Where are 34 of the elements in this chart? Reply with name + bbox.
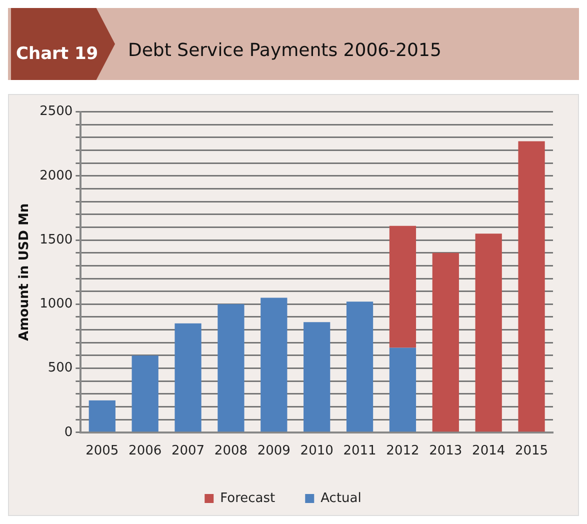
bar (88, 400, 116, 432)
caption: Chart 19 (16, 44, 98, 64)
y-tick-label: 1500 (40, 232, 73, 248)
x-tick-label: 2015 (514, 444, 548, 459)
bar (346, 302, 374, 432)
x-tick-label: 2006 (128, 444, 162, 459)
y-axis-title: Amount in USD Mn (17, 203, 32, 341)
bar (389, 348, 416, 432)
bar (432, 252, 459, 432)
x-tick-label: 2013 (429, 444, 462, 459)
x-tick-label: 2011 (343, 444, 376, 459)
x-tick-label: 2014 (472, 444, 506, 459)
bar (218, 304, 244, 432)
legend-label: Actual (320, 490, 362, 506)
bar (389, 226, 416, 348)
y-tick-label: 500 (48, 360, 73, 376)
bar (304, 322, 330, 432)
x-tick-label: 2008 (214, 444, 248, 459)
bar (518, 141, 545, 432)
bar (260, 298, 288, 432)
legend-label: Forecast (220, 490, 276, 506)
bar (132, 355, 158, 432)
x-tick-label: 2009 (257, 444, 290, 459)
bar (174, 323, 202, 432)
bar (475, 234, 502, 432)
x-tick-label: 2010 (300, 444, 334, 459)
y-tick-label: 0 (64, 424, 73, 440)
chart-title: Debt Service Payments 2006-2015 (128, 40, 442, 61)
y-tick-label: 2000 (40, 168, 73, 184)
x-tick-label: 2012 (386, 444, 420, 459)
y-tick-label: 1000 (40, 296, 73, 312)
y-tick-label: 2500 (40, 104, 73, 120)
x-tick-label: 2007 (171, 444, 205, 459)
x-tick-label: 2005 (86, 444, 119, 459)
